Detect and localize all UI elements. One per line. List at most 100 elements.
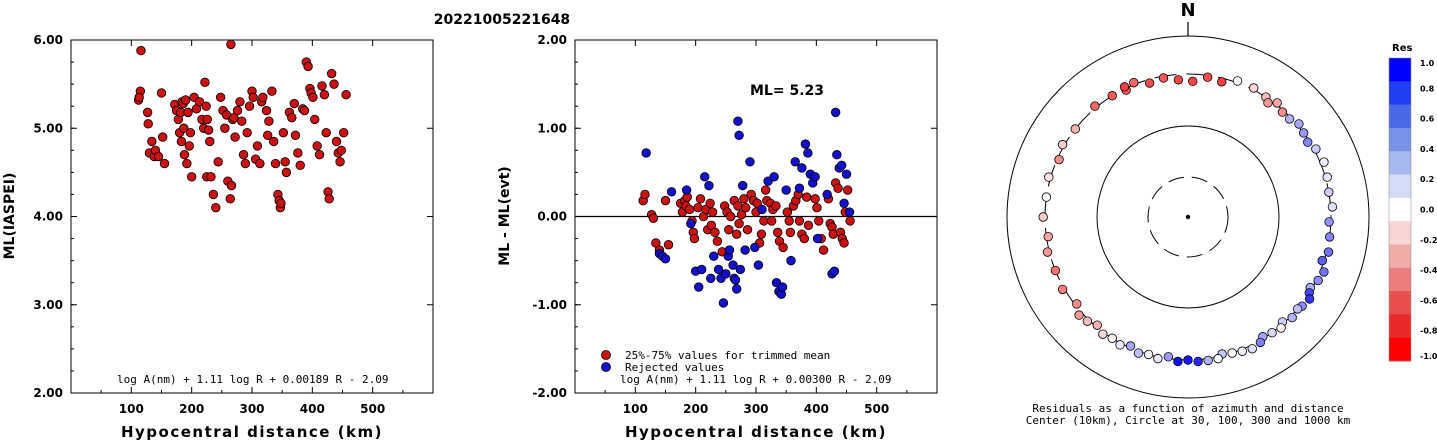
axis-ticks: 100 200 300 400 500 2.00 3.00 4.00 5.00 6.00: [33, 33, 433, 416]
rejected-point: [718, 298, 729, 308]
y-tick-label: -1.00: [532, 298, 567, 312]
rejected-point: [730, 275, 741, 285]
station-residual-point: [1284, 114, 1295, 124]
data-point: [156, 88, 167, 98]
rejected-point: [830, 107, 841, 118]
data-point: [317, 81, 327, 91]
rejected-point: [844, 207, 855, 217]
trimmed-point: [773, 227, 783, 238]
station-residual-point: [1153, 353, 1163, 364]
data-point: [329, 79, 339, 89]
data-point: [180, 95, 191, 105]
station-residual-point: [1324, 217, 1334, 227]
rejected-point: [731, 284, 742, 294]
station-residual-point: [1082, 316, 1093, 326]
station-residual-point: [1298, 128, 1309, 138]
station-residual-point: [1292, 304, 1303, 314]
y-axis-label: ML - ML(evt): [497, 166, 513, 265]
colorbar-label: -0.2: [1420, 236, 1437, 245]
station-residual-point: [1322, 172, 1332, 182]
rejected-point: [810, 172, 820, 182]
data-point: [287, 112, 297, 123]
rejected-point: [841, 169, 852, 179]
data-point: [153, 151, 164, 162]
data-point: [303, 61, 313, 72]
trimmed-point: [742, 225, 753, 235]
station-residual-point: [1202, 72, 1213, 82]
rejected-point: [733, 116, 743, 126]
station-residual-point: [1317, 255, 1327, 266]
data-point: [206, 172, 216, 182]
trimmed-point: [818, 245, 829, 255]
station-residual-point: [1287, 312, 1297, 323]
trimmed-point: [663, 240, 674, 250]
rejected-point: [800, 139, 811, 149]
data-point: [230, 132, 240, 142]
station-residual-point: [1133, 348, 1144, 358]
data-point: [136, 45, 146, 56]
rejected-point: [832, 150, 842, 160]
data-point: [176, 136, 187, 147]
y-tick-label: 6.00: [33, 33, 63, 47]
data-point: [158, 132, 168, 142]
colorbar-cell: [1389, 314, 1411, 339]
data-point: [248, 92, 258, 103]
data-point: [326, 68, 337, 79]
data-point: [339, 127, 349, 138]
data-point: [276, 198, 286, 208]
trimmed-point: [778, 242, 788, 253]
rejected-point: [745, 157, 755, 167]
trimmed-point: [799, 233, 809, 244]
station-residual-point: [1119, 82, 1130, 92]
rejected-point: [686, 218, 696, 229]
data-point: [319, 90, 330, 100]
colorbar-label: -0.4: [1420, 266, 1437, 275]
data-point: [208, 189, 219, 200]
data-point: [194, 97, 205, 107]
station-residual-point: [1303, 137, 1313, 147]
data-point: [232, 105, 243, 116]
data-point: [258, 92, 268, 103]
data-point: [314, 150, 325, 160]
data-point: [225, 194, 235, 204]
rejected-point: [829, 266, 840, 276]
colorbar-cell: [1389, 151, 1411, 176]
station-residual-point: [1324, 232, 1335, 242]
data-point: [200, 77, 210, 88]
data-point: [341, 90, 351, 100]
rejected-point: [713, 264, 724, 275]
data-point: [201, 101, 211, 111]
x-tick-label: 200: [179, 402, 204, 416]
residual-vs-distance-panel: 100 200 300 400 500 -2.00 -1.00 0.00 1.00 2.00 ML…: [497, 33, 938, 441]
trimmed-point: [839, 238, 849, 248]
data-point: [267, 86, 277, 96]
station-residual-point: [1323, 247, 1334, 257]
rejected-point: [660, 254, 671, 264]
x-tick-label: 300: [743, 402, 768, 416]
station-residual-point: [1050, 265, 1061, 276]
rejected-point: [781, 185, 791, 195]
trimmed-point: [782, 207, 793, 217]
data-point: [202, 114, 213, 125]
station-residual-point: [1143, 349, 1154, 360]
station-residual-point: [1311, 144, 1321, 154]
rejected-point: [693, 282, 704, 292]
data-points: [133, 39, 351, 213]
rejected-point: [839, 198, 849, 208]
data-point: [182, 158, 192, 169]
data-point: [237, 116, 247, 126]
station-residual-point: [1276, 323, 1286, 333]
data-point: [278, 127, 289, 138]
station-residual-point: [1158, 73, 1169, 83]
x-tick-label: 500: [360, 402, 385, 416]
station-residual-point: [1173, 75, 1184, 85]
rejected-point: [753, 260, 764, 270]
data-point: [262, 130, 273, 141]
data-point: [261, 105, 272, 116]
data-points: [638, 107, 855, 308]
data-point: [244, 101, 255, 111]
station-residual-point: [1313, 275, 1323, 286]
station-residual-point: [1319, 157, 1329, 167]
station-residual-point: [1107, 333, 1117, 343]
rejected-point: [734, 130, 744, 141]
